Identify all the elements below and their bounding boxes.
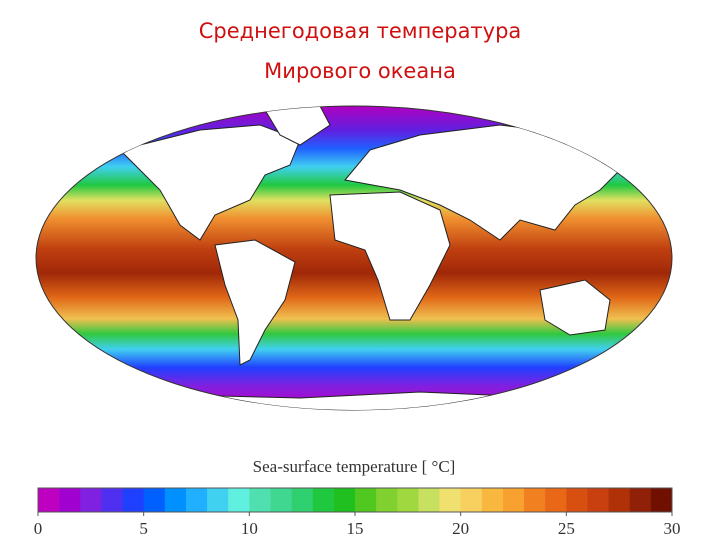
colorbar-swatch [38, 488, 60, 512]
colorbar-swatch [122, 488, 145, 512]
colorbar-swatch [566, 488, 588, 512]
colorbar-swatch [587, 488, 610, 512]
colorbar-swatch [207, 488, 229, 512]
south-america [214, 239, 296, 366]
tick-label: 0 [34, 519, 43, 538]
colorbar-swatch [418, 488, 441, 512]
title-line: Среднегодовая температура [199, 19, 522, 43]
tick-label: 5 [139, 519, 148, 538]
north-america [119, 124, 301, 241]
tick-label: 25 [558, 519, 575, 538]
colorbar-swatch [524, 488, 546, 512]
colorbar: 0 5 10 15 20 25 30 [34, 487, 681, 538]
colorbar-swatch [312, 488, 335, 512]
tick-label: 10 [241, 519, 258, 538]
antarctica [39, 391, 672, 410]
colorbar-swatch [439, 488, 462, 512]
colorbar-swatch [608, 488, 631, 512]
colorbar-swatch [270, 488, 293, 512]
colorbar-swatch [291, 488, 314, 512]
colorbar-label: Sea-surface temperature [ °C] [253, 457, 456, 476]
colorbar-swatch [164, 488, 187, 512]
tick-label: 30 [664, 519, 681, 538]
tick-label: 15 [347, 519, 364, 538]
eurasia [344, 124, 631, 241]
colorbar-swatch [80, 488, 102, 512]
colorbar-swatch [397, 488, 419, 512]
australia [539, 279, 611, 336]
colorbar-swatch [376, 488, 398, 512]
colorbar-swatch [629, 488, 652, 512]
map [35, 105, 673, 411]
colorbar-swatch [59, 488, 81, 512]
colorbar-swatch [545, 488, 567, 512]
colorbar-swatch [460, 488, 483, 512]
colorbar-swatch [650, 488, 673, 512]
colorbar-swatch [185, 488, 208, 512]
title-line: Мирового океана [264, 59, 456, 83]
colorbar-swatch [333, 488, 356, 512]
colorbar-swatch [228, 488, 250, 512]
colorbar-swatch [101, 488, 124, 512]
colorbar-swatch [249, 488, 271, 512]
africa [329, 191, 451, 321]
colorbar-swatch [143, 488, 166, 512]
colorbar-swatch [502, 488, 525, 512]
colorbar-swatch [481, 488, 504, 512]
colorbar-swatch [355, 488, 377, 512]
tick-label: 20 [452, 519, 469, 538]
